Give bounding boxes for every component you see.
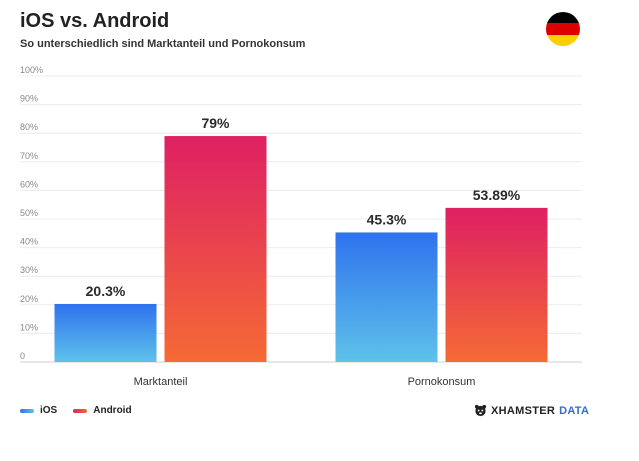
y-tick-label: 70%: [20, 151, 38, 161]
y-tick-label: 60%: [20, 179, 38, 189]
hamster-logo-icon: [474, 404, 487, 417]
bar-android: [164, 136, 267, 362]
y-tick-label: 80%: [20, 122, 38, 132]
y-tick-label: 100%: [20, 65, 43, 75]
bar-ios: [335, 232, 438, 362]
y-tick-label: 0: [20, 351, 25, 361]
legend-label-android: Android: [93, 405, 132, 416]
legend-item-android: Android: [73, 405, 132, 416]
brand-logo: XHAMSTER DATA: [474, 404, 589, 417]
bar-ios: [54, 303, 157, 362]
brand-suffix: DATA: [559, 404, 590, 417]
y-tick-label: 50%: [20, 208, 38, 218]
bar-chart: 0 10% 20% 30% 40% 50% 60% 70% 80% 90% 100% 20.3% 79%…: [20, 65, 582, 388]
y-tick-label: 20%: [20, 294, 38, 304]
data-label: 20.3%: [86, 283, 126, 299]
legend-swatch-ios: [20, 408, 34, 413]
y-tick-label: 30%: [20, 265, 38, 275]
legend-label-ios: iOS: [40, 405, 58, 416]
y-tick-label: 40%: [20, 237, 38, 247]
data-label: 79%: [201, 115, 230, 131]
bar-android: [445, 207, 548, 362]
y-tick-label: 90%: [20, 94, 38, 104]
legend: iOS Android: [20, 405, 132, 416]
x-category-label: Pornokonsum: [408, 376, 476, 388]
germany-flag-icon: [546, 12, 580, 46]
x-category-label: Marktanteil: [134, 376, 188, 388]
legend-item-ios: iOS: [20, 405, 57, 416]
y-tick-label: 10%: [20, 322, 38, 332]
brand-name: XHAMSTER: [491, 404, 556, 417]
chart-subtitle: So unterschiedlich sind Marktanteil und …: [20, 38, 306, 50]
data-label: 45.3%: [367, 211, 407, 227]
chart-title: iOS vs. Android: [20, 10, 170, 32]
legend-swatch-android: [73, 408, 88, 413]
data-label: 53.89%: [473, 187, 521, 203]
